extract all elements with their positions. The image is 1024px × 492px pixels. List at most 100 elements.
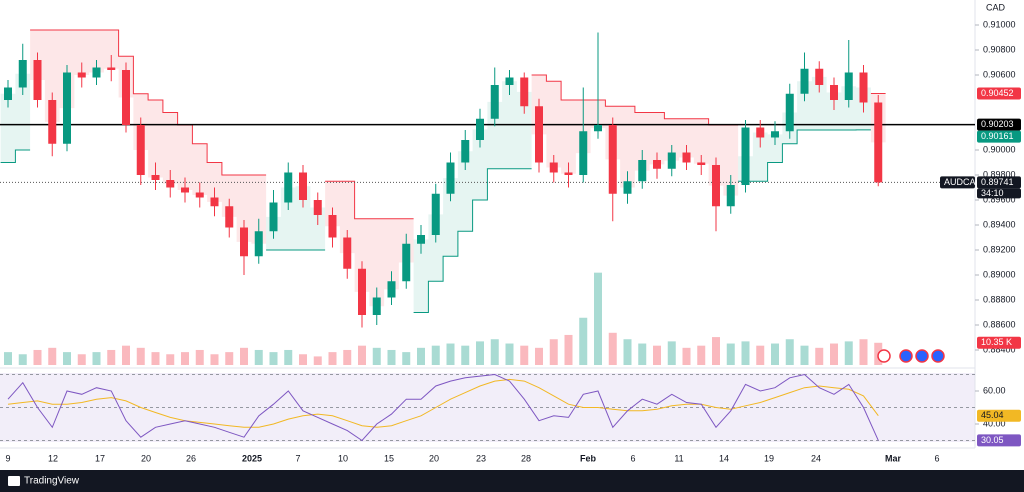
flags xyxy=(877,349,945,363)
trend-fill xyxy=(738,76,871,182)
volume-bar xyxy=(844,341,853,365)
volume-bar xyxy=(520,345,529,365)
candle-body xyxy=(608,125,617,194)
volume-bar xyxy=(594,272,602,365)
volume-bar xyxy=(535,347,543,365)
volume-bar xyxy=(210,354,219,365)
marker-label: 0.90161 xyxy=(981,131,1014,141)
candle-body xyxy=(579,131,588,175)
last-price-label-box xyxy=(977,176,1021,189)
volume-bar xyxy=(490,339,499,365)
x-tick-label: 23 xyxy=(476,453,486,463)
volume-bar xyxy=(859,339,868,365)
candle-body xyxy=(785,93,794,132)
volume-bar xyxy=(431,345,440,365)
rsi-ma-label: 45.04 xyxy=(981,410,1004,420)
marker-label-box xyxy=(977,87,1021,100)
candle-body xyxy=(358,268,366,315)
y-tick-label: 0.89400 xyxy=(983,219,1016,229)
x-tick-label: 15 xyxy=(384,453,394,463)
candle-body xyxy=(63,72,71,144)
volume-bar xyxy=(756,345,765,365)
currency: CAD xyxy=(986,2,1006,12)
candle-body xyxy=(107,67,116,70)
volume-bar xyxy=(269,352,278,365)
volume-bar xyxy=(564,334,573,365)
candle-body xyxy=(343,237,352,269)
candle-body xyxy=(210,197,219,207)
volume-bar xyxy=(284,349,293,365)
volume-bar xyxy=(151,352,160,365)
candle-body xyxy=(461,140,470,163)
rsi-label-box xyxy=(977,434,1021,447)
candle-body xyxy=(240,227,248,257)
flag-icon xyxy=(899,349,913,363)
candle-body xyxy=(859,72,868,103)
candle-body xyxy=(741,127,750,185)
last-price-label: 0.89741 xyxy=(981,177,1014,187)
marker-label-box xyxy=(977,130,1021,143)
candle-body xyxy=(4,87,12,100)
volume-bar xyxy=(254,349,263,365)
volume-bar xyxy=(77,354,86,365)
countdown-label: 34:10 xyxy=(981,188,1004,198)
candle-body xyxy=(313,200,322,215)
marker-label: 0.90452 xyxy=(981,88,1014,98)
volume-bar xyxy=(741,341,750,365)
candle-body xyxy=(431,193,440,235)
volume-bar xyxy=(195,349,204,365)
volume-bar xyxy=(785,339,794,365)
rsi-tick-label: 60.00 xyxy=(983,385,1006,395)
trend-fill xyxy=(413,81,532,313)
candle-body xyxy=(800,68,809,94)
countdown-label-box xyxy=(977,188,1021,199)
volume-bar xyxy=(549,339,558,365)
candle-body xyxy=(564,172,573,175)
y-tick-label: 0.89200 xyxy=(983,244,1016,254)
rsi-tick-label: 40.00 xyxy=(983,418,1006,428)
trend-line xyxy=(30,29,267,176)
trend-line xyxy=(531,74,739,126)
volume-bar xyxy=(638,343,647,365)
volume-bar xyxy=(18,354,27,365)
symbol-label: AUDCAD xyxy=(944,177,983,187)
volume-bar xyxy=(579,317,588,365)
candle-body xyxy=(151,175,160,180)
x-tick-label: 19 xyxy=(764,453,774,463)
x-tick-label: 20 xyxy=(141,453,151,463)
volume-bar xyxy=(33,349,42,365)
volume-bar xyxy=(608,332,617,365)
volume-bar xyxy=(328,352,337,365)
x-tick-label: Mar xyxy=(885,453,902,463)
x-tick-label: 20 xyxy=(429,453,439,463)
x-tick-label: 11 xyxy=(674,453,683,463)
x-tick-label: 10 xyxy=(338,453,348,463)
y-tick-label: 0.88600 xyxy=(983,319,1016,329)
flag-icon xyxy=(931,349,945,363)
trend-line xyxy=(413,168,532,313)
candle-body xyxy=(594,125,602,132)
volume-bar xyxy=(166,354,175,365)
volume-bar xyxy=(402,352,411,365)
marker-label: 0.90203 xyxy=(981,119,1014,129)
candle-body xyxy=(92,67,101,78)
x-tick-label: 9 xyxy=(5,453,10,463)
footer xyxy=(0,470,1024,492)
candle-body xyxy=(77,72,86,78)
volume-bar xyxy=(815,347,824,365)
symbol-label-box xyxy=(940,176,975,189)
candle-body xyxy=(328,215,337,238)
volume-bar xyxy=(697,345,706,365)
candle-body xyxy=(122,70,130,125)
x-tick-label: 14 xyxy=(719,453,729,463)
trend-line xyxy=(738,129,871,182)
volume-bar xyxy=(682,347,691,365)
trend-fill xyxy=(30,30,267,244)
volume-bar xyxy=(830,343,838,365)
volume-bar xyxy=(461,345,470,365)
volume-bar xyxy=(372,347,381,365)
candle-body xyxy=(667,152,676,169)
candle-body xyxy=(417,235,425,244)
volume-bar xyxy=(653,345,661,365)
